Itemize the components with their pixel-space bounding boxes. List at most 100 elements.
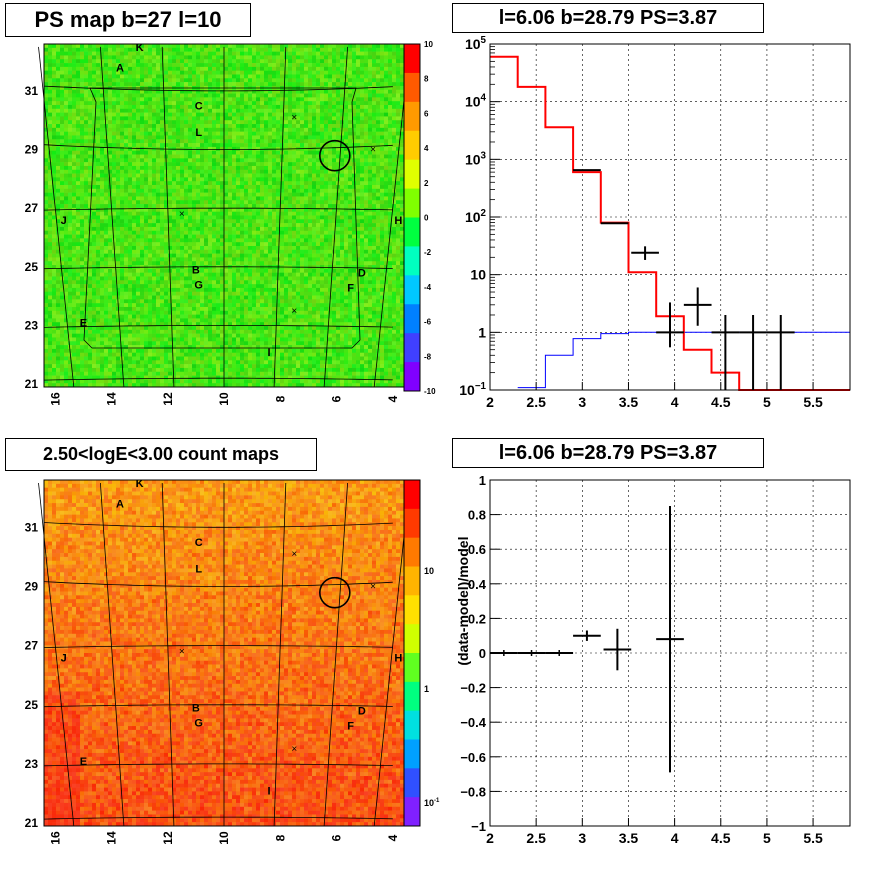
heatmap-cell: [176, 51, 181, 56]
heatmap-cell: [132, 234, 137, 239]
heatmap-cell: [172, 287, 177, 293]
heatmap-cell: [232, 207, 237, 212]
heatmap-cell: [72, 204, 77, 209]
heatmap-cell: [204, 329, 209, 334]
heatmap-cell: [56, 70, 61, 75]
heatmap-cell: [116, 242, 121, 247]
heatmap-cell: [152, 127, 157, 132]
heatmap-cell: [160, 367, 165, 373]
heatmap-cell: [148, 367, 153, 373]
heatmap-cell: [220, 326, 225, 331]
heatmap-cell: [160, 287, 165, 293]
heatmap-cell: [100, 371, 105, 376]
heatmap-cell: [180, 93, 185, 98]
heatmap-cell: [112, 51, 117, 56]
heatmap-cell: [196, 280, 201, 285]
heatmap-cell: [56, 55, 61, 60]
heatmap-cell: [84, 329, 89, 334]
heatmap-cell: [44, 291, 49, 296]
heatmap-cell: [88, 348, 93, 353]
heatmap-cell: [260, 204, 265, 209]
heatmap-cell: [56, 139, 61, 144]
heatmap-cell: [132, 127, 137, 132]
heatmap-cell: [196, 371, 201, 376]
heatmap-cell: [48, 348, 53, 353]
heatmap-cell: [96, 326, 101, 331]
heatmap-cell: [248, 268, 253, 273]
heatmap-cell: [52, 284, 57, 289]
heatmap-cell: [120, 268, 125, 273]
heatmap-cell: [72, 89, 77, 94]
heatmap-cell: [216, 97, 221, 102]
heatmap-cell: [140, 345, 145, 350]
heatmap-cell: [256, 188, 261, 193]
heatmap-cell: [60, 82, 65, 87]
heatmap-cell: [124, 249, 129, 254]
heatmap-cell: [68, 204, 73, 209]
heatmap-cell: [216, 78, 221, 83]
heatmap-cell: [152, 303, 157, 308]
heatmap-cell: [100, 112, 105, 117]
heatmap-cell: [124, 150, 129, 155]
heatmap-cell: [236, 238, 241, 243]
heatmap-cell: [216, 284, 221, 289]
heatmap-cell: [120, 82, 125, 87]
heatmap-cell: [228, 299, 233, 304]
heatmap-cell: [204, 230, 209, 235]
heatmap-cell: [96, 276, 101, 281]
heatmap-cell: [240, 341, 245, 346]
heatmap-cell: [120, 181, 125, 186]
heatmap-cell: [200, 379, 205, 384]
heatmap-cell: [172, 200, 177, 205]
heatmap-cell: [252, 192, 257, 197]
heatmap-cell: [84, 116, 89, 121]
heatmap-cell: [104, 211, 109, 216]
heatmap-cell: [220, 337, 225, 342]
heatmap-cell: [72, 272, 77, 277]
heatmap-cell: [248, 276, 253, 281]
heatmap-cell: [144, 383, 149, 388]
heatmap-cell: [84, 124, 89, 129]
heatmap-cell: [252, 238, 257, 243]
heatmap-cell: [164, 173, 169, 178]
heatmap-cell: [88, 356, 93, 361]
heatmap-cell: [84, 345, 89, 350]
heatmap-cell: [104, 204, 109, 209]
heatmap-cell: [184, 348, 189, 353]
heatmap-cell: [176, 326, 181, 331]
heatmap-cell: [112, 143, 117, 148]
heatmap-cell: [160, 204, 165, 209]
heatmap-cell: [248, 295, 253, 300]
heatmap-cell: [72, 219, 77, 224]
heatmap-cell: [136, 143, 141, 148]
heatmap-cell: [56, 219, 61, 224]
heatmap-cell: [88, 234, 93, 239]
heatmap-cell: [52, 177, 57, 182]
heatmap-cell: [88, 371, 93, 376]
heatmap-cell: [184, 181, 189, 186]
heatmap-cell: [208, 135, 213, 140]
heatmap-cell: [80, 131, 85, 136]
heatmap-cell: [148, 261, 153, 266]
heatmap-cell: [232, 200, 237, 205]
heatmap-cell: [48, 74, 53, 79]
heatmap-cell: [100, 143, 105, 148]
heatmap-cell: [132, 348, 137, 353]
heatmap-cell: [124, 127, 129, 132]
heatmap-cell: [152, 226, 157, 232]
heatmap-cell: [64, 379, 69, 384]
heatmap-cell: [256, 185, 261, 190]
heatmap-cell: [112, 345, 117, 350]
heatmap-cell: [152, 116, 157, 121]
heatmap-cell: [236, 287, 241, 293]
heatmap-cell: [264, 177, 269, 182]
heatmap-cell: [128, 234, 133, 239]
heatmap-cell: [128, 143, 133, 148]
heatmap-cell: [152, 78, 157, 83]
heatmap-cell: [148, 322, 153, 327]
heatmap-cell: [224, 226, 229, 232]
heatmap-cell: [168, 55, 173, 60]
heatmap-cell: [144, 379, 149, 384]
heatmap-cell: [204, 188, 209, 193]
heatmap-cell: [236, 188, 241, 193]
